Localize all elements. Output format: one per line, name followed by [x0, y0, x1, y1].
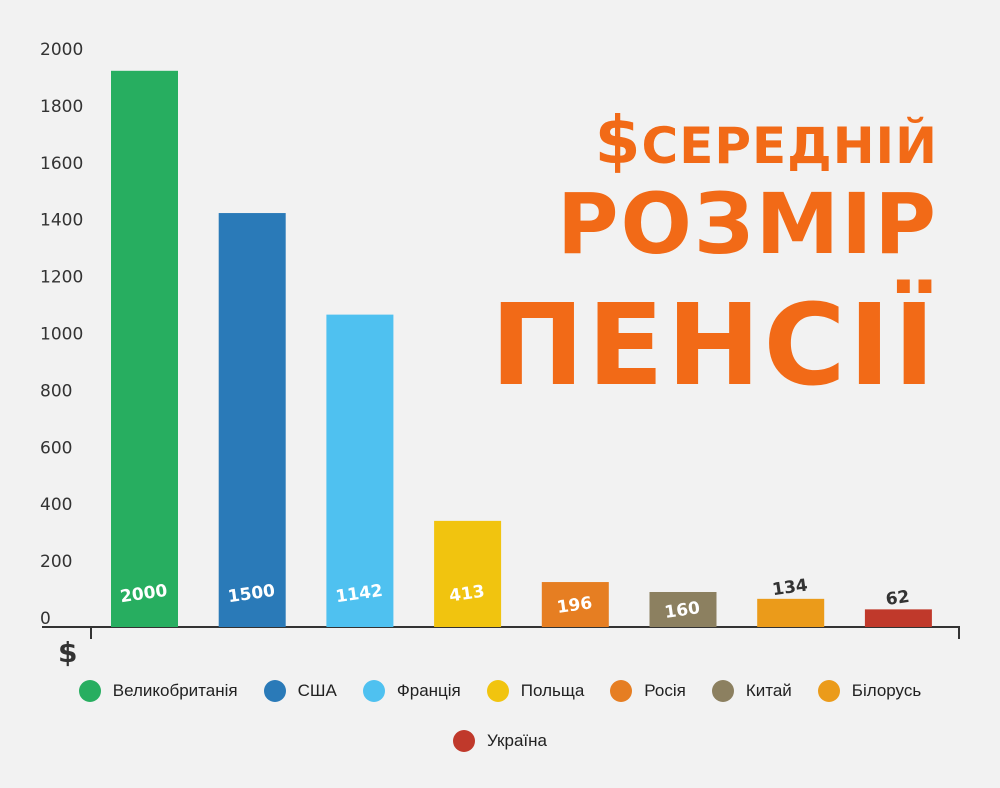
bar: [757, 598, 825, 627]
legend-swatch-icon: [610, 680, 633, 702]
y-tick-label: 200: [40, 552, 72, 572]
chart-title-line1-text: СЕРЕДНІЙ: [641, 117, 938, 175]
bar: [111, 70, 178, 628]
legend-label: Білорусь: [851, 681, 922, 700]
legend-item: Росія: [610, 680, 686, 702]
y-tick-label: 800: [40, 381, 72, 401]
legend-label: Україна: [487, 731, 547, 750]
y-tick-label: 1400: [40, 211, 83, 231]
y-tick-label: 1600: [40, 154, 83, 174]
legend-item: США: [263, 680, 337, 702]
legend-swatch-icon: [817, 680, 840, 702]
legend-item: Китай: [711, 680, 792, 702]
bar-data-label: 196: [556, 593, 594, 618]
legend-swatch-icon: [453, 730, 476, 752]
bar-data-label: 413: [448, 582, 486, 607]
legend-item: Білорусь: [817, 680, 922, 702]
bar: [218, 213, 286, 628]
legend-label: Польща: [520, 681, 585, 700]
legend-row-2: Україна: [0, 730, 1000, 752]
y-tick-label: 2000: [40, 40, 83, 60]
legend-item: Польща: [486, 680, 585, 702]
y-tick-label: 1200: [40, 268, 83, 288]
legend-swatch-icon: [362, 680, 385, 702]
legend-item: Україна: [453, 730, 547, 752]
legend-label: Великобританія: [112, 681, 238, 700]
legend-swatch-icon: [711, 680, 734, 702]
bar: [864, 609, 932, 627]
chart-title-line3: ПЕНСІЇ: [490, 281, 938, 411]
bar: [326, 314, 394, 627]
y-tick-label: 400: [40, 495, 72, 515]
y-tick-label: 0: [40, 609, 51, 629]
y-axis-label: $: [58, 636, 78, 669]
legend-swatch-icon: [78, 680, 101, 702]
bar-data-label: 134: [771, 575, 809, 600]
legend: Великобританія США Франція Польща Росія Китай…: [0, 680, 1000, 702]
chart-title-line1: $СЕРЕДНІЙ: [595, 108, 938, 174]
bar: [541, 582, 609, 627]
legend-item: Великобританія: [78, 680, 238, 702]
bar-data-label: 160: [663, 598, 701, 623]
chart-title-line2: РОЗМІР: [556, 175, 938, 273]
legend-swatch-icon: [263, 680, 286, 702]
y-tick-label: 1000: [40, 325, 83, 345]
bar-data-label: 62: [885, 587, 911, 610]
legend-label: Франція: [396, 681, 461, 700]
y-tick-label: 1800: [40, 97, 83, 117]
bar: [649, 592, 717, 627]
legend-swatch-icon: [486, 680, 509, 702]
dollar-icon: $: [594, 102, 642, 179]
legend-label: США: [297, 681, 337, 700]
legend-label: Росія: [644, 681, 686, 700]
y-tick-label: 600: [40, 438, 72, 458]
bar: [434, 520, 502, 627]
legend-label: Китай: [745, 681, 792, 700]
legend-item: Франція: [362, 680, 461, 702]
